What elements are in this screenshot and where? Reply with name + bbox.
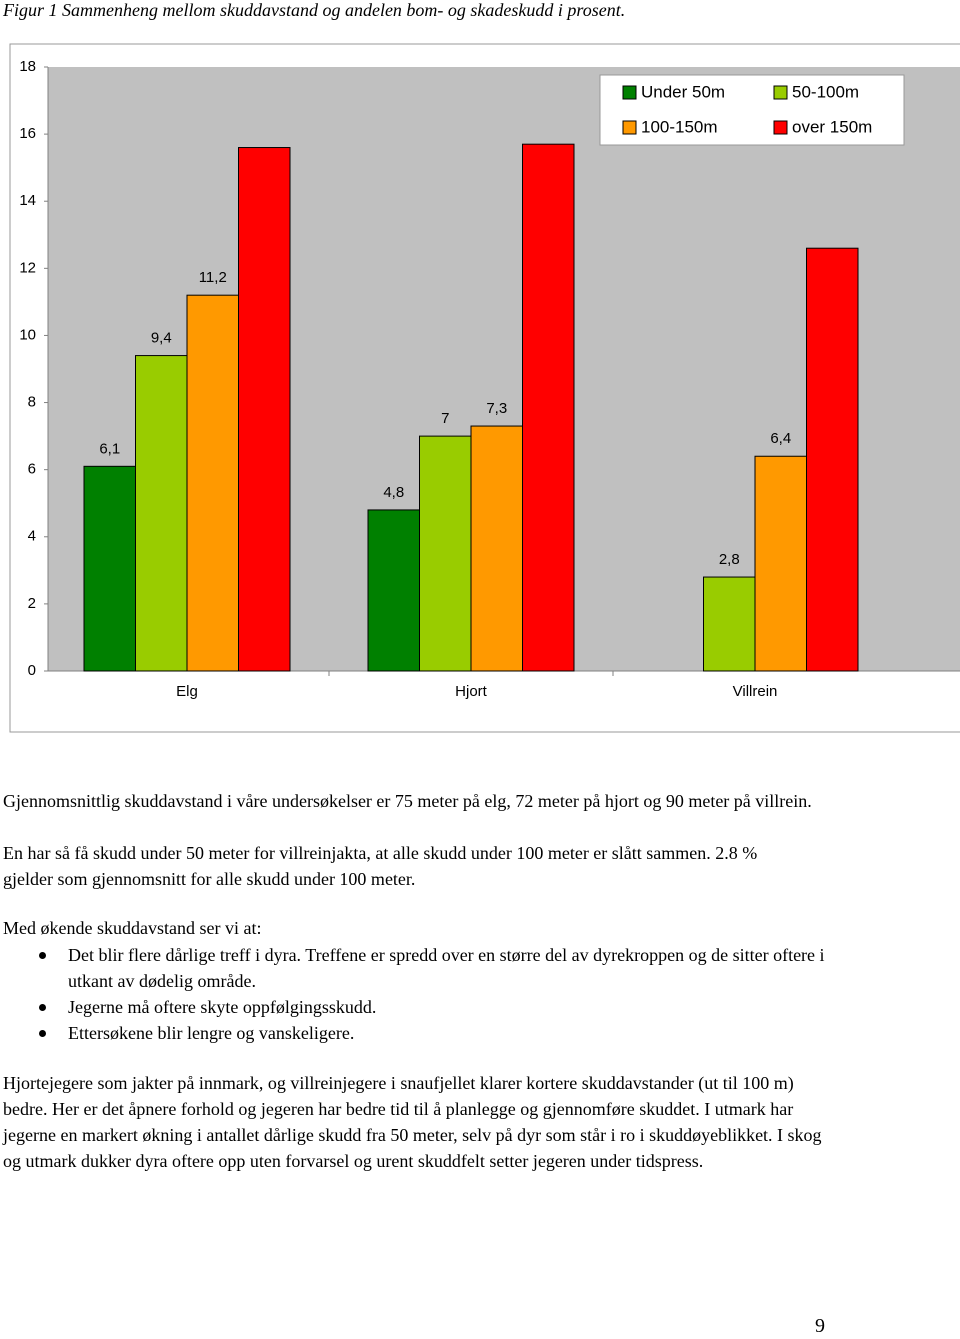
data-label: 7 [441, 410, 449, 427]
legend-label: over 150m [792, 117, 872, 136]
paragraph: Hjortejegere som jakter på innmark, og v… [3, 1073, 822, 1171]
y-tick-label: 14 [19, 192, 36, 209]
legend-swatch [622, 85, 637, 100]
y-tick-label: 16 [19, 125, 36, 142]
bar [238, 147, 291, 672]
legend-label: 50-100m [792, 82, 859, 101]
legend-swatch [773, 120, 788, 135]
legend [599, 74, 905, 146]
bar [135, 355, 188, 672]
bar [806, 247, 859, 672]
y-tick-label: 18 [19, 58, 36, 75]
bullet: Ettersøkene blir lengre og vanskeligere. [4, 1020, 828, 1046]
bar [83, 465, 136, 672]
bar [522, 143, 575, 672]
paragraph: En har så få skudd under 50 meter for vi… [3, 843, 758, 889]
data-label: 2,8 [719, 551, 740, 568]
paragraph: Gjennomsnittlig skuddavstand i våre unde… [3, 791, 812, 811]
bullet: Jegerne må oftere skyte oppfølgingsskudd… [4, 994, 828, 1020]
bullet: Det blir flere dårlige treff i dyra. Tre… [4, 942, 828, 994]
bar [367, 509, 420, 672]
y-tick-label: 4 [28, 528, 36, 545]
legend-swatch [773, 85, 788, 100]
y-tick-label: 6 [28, 461, 36, 478]
bar [186, 294, 239, 672]
chart: 0 2 4 6 8 10 12 14 16 18 Elg 6,1 9,4 11,2 Hjort 4,8 7 7,3… [9, 43, 960, 733]
x-tick-label: Hjort [455, 683, 488, 700]
bar [419, 435, 472, 672]
page-number: 9 [815, 1315, 825, 1337]
y-tick-label: 0 [28, 662, 36, 679]
x-tick-label: Elg [176, 683, 198, 700]
bar [470, 425, 523, 672]
data-label: 6,4 [770, 430, 791, 447]
bar [754, 455, 807, 672]
y-tick-label: 8 [28, 394, 36, 411]
list-intro: Med økende skuddavstand ser vi at: [3, 918, 262, 938]
data-label: 4,8 [383, 484, 404, 501]
y-tick-label: 2 [28, 595, 36, 612]
y-tick-label: 12 [19, 259, 36, 276]
data-label: 11,2 [199, 269, 227, 286]
bar [703, 576, 756, 672]
legend-label: Under 50m [641, 82, 725, 101]
data-label: 9,4 [151, 330, 172, 347]
x-tick-label: Villrein [733, 683, 778, 700]
data-label: 7,3 [486, 400, 507, 417]
data-label: 6,1 [99, 440, 120, 457]
legend-swatch [622, 120, 637, 135]
bullet-list: Det blir flere dårlige treff i dyra. Tre… [4, 942, 828, 1046]
figure-caption: Figur 1 Sammenheng mellom skuddavstand o… [3, 0, 626, 20]
y-tick-label: 10 [19, 326, 36, 343]
legend-label: 100-150m [641, 117, 718, 136]
